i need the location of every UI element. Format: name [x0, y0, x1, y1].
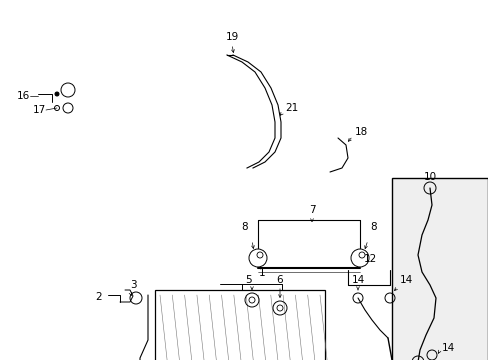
Text: 18: 18 — [354, 127, 367, 137]
Circle shape — [55, 92, 59, 96]
Text: 17: 17 — [33, 105, 46, 115]
Text: 6: 6 — [276, 275, 283, 285]
Bar — [155, 290, 325, 360]
Bar — [391, 178, 487, 360]
Text: 10: 10 — [423, 172, 436, 182]
Text: 14: 14 — [441, 343, 454, 353]
Text: 5: 5 — [244, 275, 251, 285]
Text: 16: 16 — [17, 91, 30, 101]
Text: 14: 14 — [399, 275, 412, 285]
Text: 8: 8 — [241, 222, 247, 232]
Text: 2: 2 — [95, 292, 102, 302]
Text: 7: 7 — [308, 205, 315, 215]
Text: 3: 3 — [130, 280, 136, 290]
Text: 12: 12 — [363, 254, 376, 264]
Text: 21: 21 — [285, 103, 298, 113]
Text: 19: 19 — [225, 32, 238, 42]
Text: 8: 8 — [369, 222, 376, 232]
Text: 1: 1 — [258, 268, 265, 278]
Text: 14: 14 — [351, 275, 364, 285]
